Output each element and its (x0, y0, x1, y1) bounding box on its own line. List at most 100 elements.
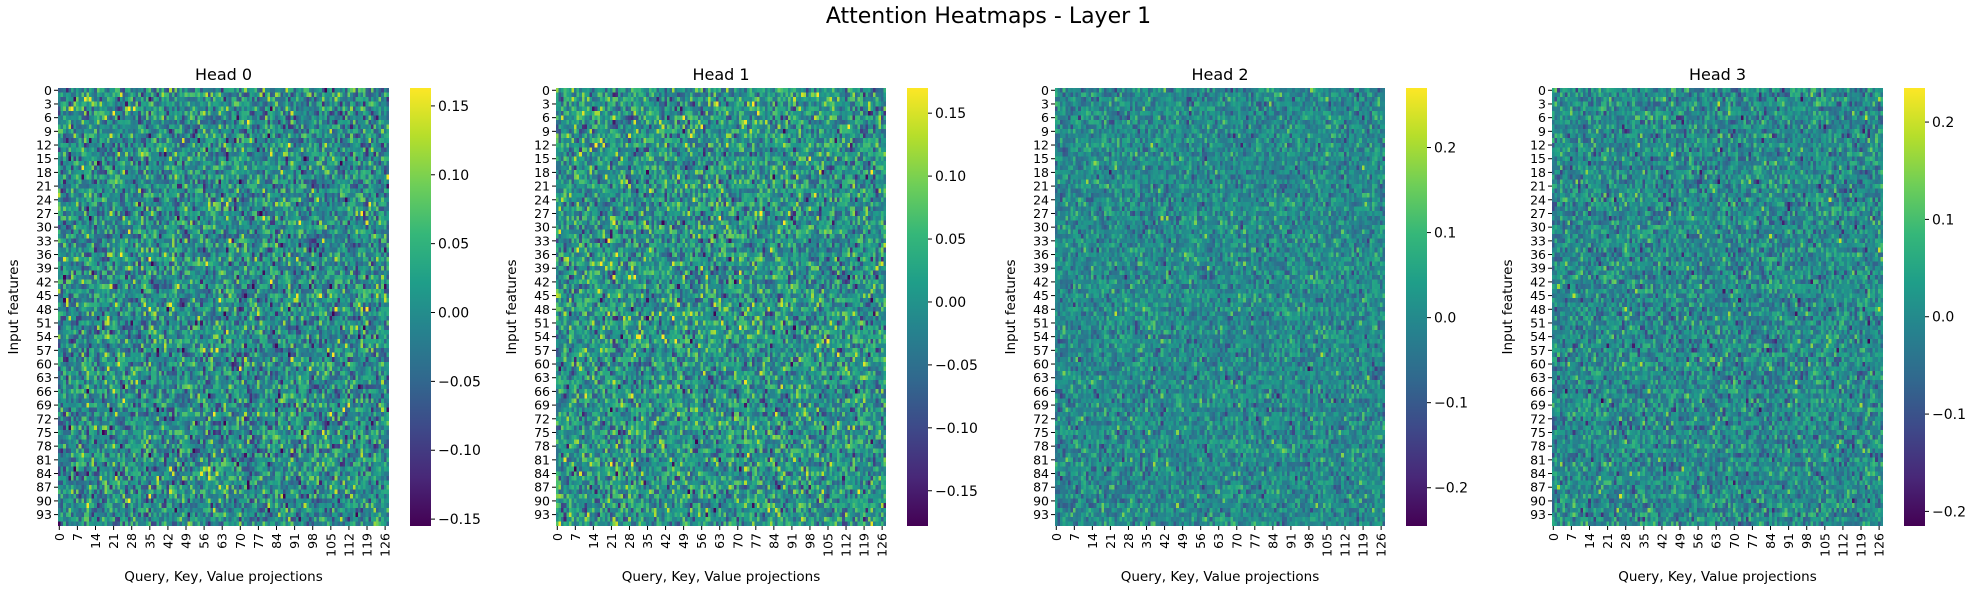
x-tick-label: 112 (1338, 533, 1353, 557)
y-tick-label: 75 (534, 425, 550, 440)
y-tick-label: 87 (36, 480, 52, 495)
x-tick-label: 21 (604, 533, 619, 549)
y-tick-label: 78 (1530, 439, 1546, 454)
y-tick-label: 78 (36, 439, 52, 454)
x-axis-label: Query, Key, Value projections (1618, 569, 1817, 585)
y-tick-label: 12 (1033, 138, 1049, 153)
x-tick-label: 63 (1709, 533, 1724, 549)
y-tick-label: 57 (534, 343, 550, 358)
y-tick-label: 93 (534, 507, 550, 522)
x-tick-label: 63 (1211, 533, 1226, 549)
x-tick-label: 84 (1763, 533, 1778, 549)
colorbar-tick-label: −0.10 (935, 421, 978, 437)
y-tick-label: 63 (534, 370, 550, 385)
x-tick-label: 98 (305, 533, 320, 549)
x-tick-label: 77 (748, 533, 763, 549)
x-tick-label: 7 (1067, 533, 1082, 541)
x-tick-label: 14 (88, 533, 103, 549)
x-tick-label: 42 (1654, 533, 1669, 549)
x-tick-label: 56 (197, 533, 212, 549)
y-axis-label: Input features (1500, 259, 1516, 354)
x-tick-label: 63 (215, 533, 230, 549)
x-tick-label: 0 (550, 533, 565, 541)
y-tick-label: 90 (1033, 493, 1049, 508)
y-tick-label: 15 (534, 151, 550, 166)
y-tick-label: 18 (1530, 165, 1546, 180)
y-tick-label: 87 (1530, 480, 1546, 495)
y-tick-label: 90 (534, 493, 550, 508)
y-tick-label: 15 (1530, 151, 1546, 166)
y-tick-label: 45 (1033, 288, 1049, 303)
y-tick-label: 24 (534, 192, 550, 207)
x-tick-label: 42 (658, 533, 673, 549)
y-tick-label: 24 (1530, 192, 1546, 207)
y-tick-label: 78 (1033, 439, 1049, 454)
y-tick-label: 0 (44, 83, 52, 98)
x-tick-label: 126 (378, 533, 393, 557)
x-tick-label: 28 (1121, 533, 1136, 549)
y-tick-label: 24 (1033, 192, 1049, 207)
x-tick-label: 112 (341, 533, 356, 557)
colorbar-tick-label: 0.10 (935, 169, 966, 185)
x-tick-label: 42 (160, 533, 175, 549)
y-tick-label: 30 (1530, 220, 1546, 235)
y-tick-label: 51 (1530, 315, 1546, 330)
y-tick-label: 6 (1538, 110, 1546, 125)
x-tick-label: 35 (640, 533, 655, 549)
y-tick-label: 66 (36, 384, 52, 399)
x-tick-label: 112 (839, 533, 854, 557)
y-tick-label: 3 (44, 96, 52, 111)
colorbar-tick-label: 0.0 (1434, 311, 1456, 327)
y-axis-label: Input features (504, 259, 520, 354)
y-tick-label: 30 (1033, 220, 1049, 235)
x-tick-label: 84 (1265, 533, 1280, 549)
y-tick-label: 72 (1530, 411, 1546, 426)
colorbar-tick-label: −0.10 (438, 443, 481, 459)
y-tick-label: 69 (1530, 398, 1546, 413)
y-tick-label: 9 (44, 124, 52, 139)
x-tick-label: 35 (1139, 533, 1154, 549)
y-tick-label: 42 (1033, 274, 1049, 289)
y-tick-label: 54 (1530, 329, 1546, 344)
colorbar-tick-label: −0.15 (935, 484, 978, 500)
x-tick-label: 126 (875, 533, 890, 557)
y-tick-label: 81 (1530, 452, 1546, 467)
y-tick-label: 48 (1530, 302, 1546, 317)
figure-title: Attention Heatmaps - Layer 1 (825, 4, 1152, 29)
colorbar-tick-label: 0.10 (438, 168, 469, 184)
x-tick-label: 49 (676, 533, 691, 549)
y-tick-label: 84 (36, 466, 52, 481)
x-tick-label: 112 (1835, 533, 1850, 557)
x-tick-label: 42 (1157, 533, 1172, 549)
y-tick-label: 75 (1530, 425, 1546, 440)
y-tick-label: 69 (534, 398, 550, 413)
colorbar-tick-label: 0.00 (935, 295, 966, 311)
y-tick-label: 36 (534, 247, 550, 262)
y-tick-label: 9 (1538, 124, 1546, 139)
x-tick-label: 77 (1745, 533, 1760, 549)
colorbar-tick-label: 0.15 (935, 106, 966, 122)
x-tick-label: 119 (1356, 533, 1371, 557)
x-tick-label: 105 (323, 533, 338, 557)
y-tick-label: 39 (36, 261, 52, 276)
y-tick-label: 84 (1033, 466, 1049, 481)
y-tick-label: 3 (542, 96, 550, 111)
x-tick-label: 28 (622, 533, 637, 549)
y-tick-label: 30 (534, 220, 550, 235)
y-tick-label: 66 (1033, 384, 1049, 399)
x-tick-label: 0 (1546, 533, 1561, 541)
colorbar (907, 88, 928, 526)
x-tick-label: 56 (694, 533, 709, 549)
x-tick-label: 119 (360, 533, 375, 557)
y-tick-label: 21 (1033, 179, 1049, 194)
y-tick-label: 63 (1033, 370, 1049, 385)
y-tick-label: 45 (534, 288, 550, 303)
x-tick-label: 35 (1636, 533, 1651, 549)
y-tick-label: 72 (1033, 411, 1049, 426)
y-tick-label: 51 (534, 315, 550, 330)
colorbar-tick-label: −0.05 (438, 374, 481, 390)
x-tick-label: 70 (1727, 533, 1742, 549)
y-tick-label: 33 (1033, 233, 1049, 248)
panel-title: Head 3 (1689, 65, 1746, 84)
